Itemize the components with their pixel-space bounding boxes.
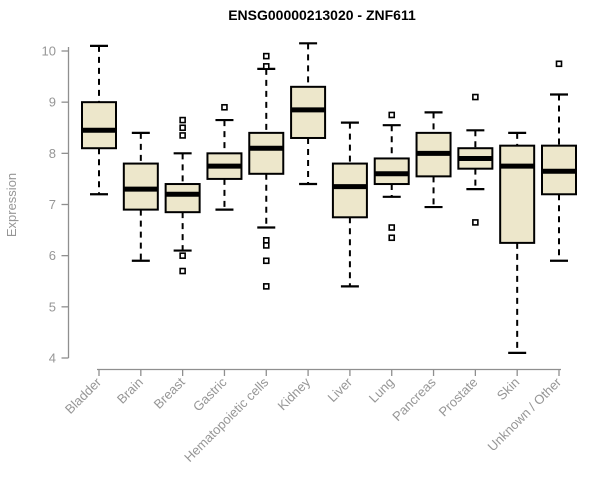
x-tick-label: Bladder [62, 374, 105, 417]
x-tick-label: Lung [366, 375, 397, 406]
y-tick-label: 10 [42, 44, 56, 59]
iqr-box [248, 131, 285, 175]
outlier-point [262, 63, 270, 70]
iqr-box [499, 144, 536, 244]
y-tick-label: 5 [49, 299, 56, 314]
y-tick-label: 8 [49, 146, 56, 161]
iqr-box [81, 101, 117, 150]
x-tick-label: Brain [114, 375, 146, 407]
outlier-point [179, 267, 186, 275]
outlier-point [262, 283, 270, 290]
y-tick-label: 4 [49, 351, 56, 366]
box-group-brain [122, 131, 159, 262]
outlier-point [388, 234, 396, 242]
box-group-skin [499, 131, 536, 354]
y-axis-title: Expression [4, 173, 19, 237]
iqr-box [290, 85, 327, 139]
x-tick-label: Skin [494, 375, 522, 403]
iqr-box [331, 162, 368, 219]
outlier-point [388, 111, 396, 119]
outlier-point [472, 93, 479, 101]
y-tick-label: 6 [49, 248, 56, 263]
y-axis: 4 5 6 7 8 9 10 [42, 44, 70, 366]
x-tick-label: Pancreas [389, 374, 439, 424]
x-tick-label: Liver [324, 374, 355, 405]
box-group-gastric [206, 103, 243, 211]
outlier-point [179, 124, 186, 132]
outlier-point [262, 52, 270, 60]
outlier-point [262, 242, 270, 249]
box-group-unknown-other [541, 60, 577, 262]
outlier-point [388, 224, 396, 231]
y-tick-label: 7 [49, 197, 56, 212]
outlier-point [472, 219, 479, 226]
iqr-box [373, 157, 410, 186]
chart-title: ENSG00000213020 - ZNF611 [228, 7, 416, 23]
box-group-liver [331, 121, 368, 288]
box-group-bladder [81, 44, 117, 196]
x-tick-label: Breast [151, 374, 188, 411]
x-tick-label: Unknown / Other [485, 374, 565, 454]
box-group-breast [164, 116, 201, 275]
box-group-lung [373, 111, 410, 242]
outlier-point [179, 252, 186, 259]
outlier-point [221, 103, 228, 111]
x-tick-label: Prostate [436, 375, 481, 420]
x-tick-label: Kidney [274, 374, 313, 413]
outlier-point [179, 116, 186, 124]
box-group-hematopoietic-cells [248, 52, 285, 290]
iqr-box [122, 162, 159, 211]
outlier-point [555, 60, 563, 68]
box-group-pancreas [415, 111, 452, 209]
outlier-point [179, 132, 186, 139]
boxplot-series [81, 42, 577, 354]
outlier-point [262, 257, 270, 265]
outlier-point [262, 237, 270, 244]
y-tick-label: 9 [49, 95, 56, 110]
x-tick-label: Gastric [190, 374, 230, 414]
box-group-kidney [290, 42, 327, 186]
box-group-prostate [457, 93, 494, 226]
iqr-box [164, 183, 201, 214]
